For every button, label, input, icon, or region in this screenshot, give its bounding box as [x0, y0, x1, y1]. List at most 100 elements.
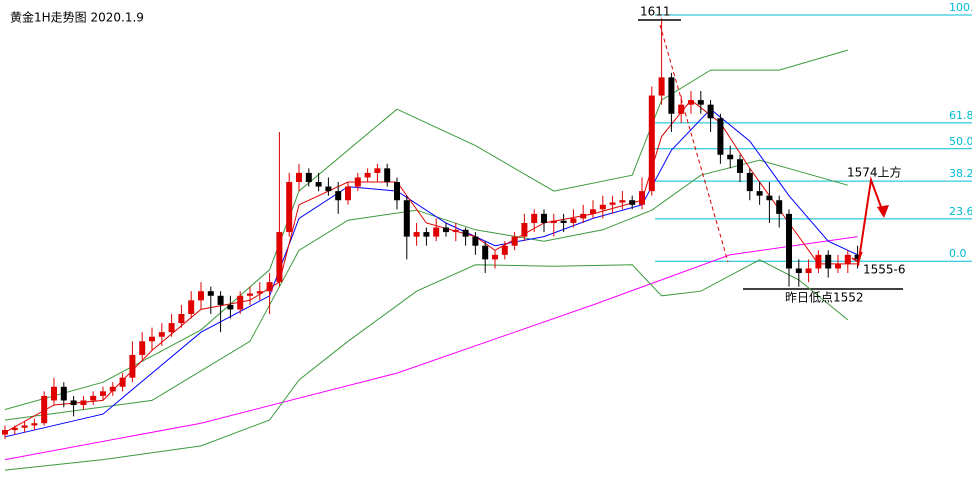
candle-body	[403, 200, 410, 237]
candle-body	[668, 77, 675, 114]
candle-body	[21, 425, 28, 428]
candle-body	[60, 386, 67, 401]
candle-body	[217, 295, 224, 305]
candle-body	[433, 227, 440, 237]
candle-body	[168, 323, 175, 333]
candle-body	[276, 232, 283, 283]
candle-body	[550, 220, 557, 223]
candle-body	[100, 391, 106, 396]
candle-body	[609, 202, 616, 205]
candle-body	[286, 182, 293, 233]
candle-body	[825, 254, 832, 269]
candle-body	[296, 172, 302, 183]
candle-body	[394, 182, 400, 201]
candle-body	[325, 186, 332, 192]
candle-body	[717, 118, 724, 155]
candle-body	[590, 209, 596, 214]
candle-body	[639, 191, 645, 205]
candle-body	[501, 245, 508, 255]
candle-body	[756, 191, 763, 196]
candle-body	[256, 291, 263, 294]
candle-body	[139, 341, 146, 355]
candle-body	[727, 154, 734, 160]
candle-body	[737, 159, 743, 173]
fibonacci-group: 100.0 61.8 50.0 38.2 23.6 0.0	[655, 1, 972, 290]
candle-body	[149, 336, 155, 342]
candle-body	[629, 200, 636, 205]
candle-body	[384, 168, 391, 183]
candle-body	[678, 104, 685, 114]
candle-body	[658, 77, 665, 96]
candle-body	[805, 268, 812, 274]
candle-body	[374, 168, 381, 173]
candle-body	[746, 172, 753, 192]
candle-body	[305, 172, 312, 183]
candle-body	[207, 291, 214, 296]
candle-body	[158, 332, 165, 337]
candle-body	[854, 254, 861, 260]
candle-body	[844, 254, 851, 264]
candle-body	[90, 395, 97, 401]
candle-body	[815, 254, 822, 269]
annotation: 1555-6	[863, 263, 906, 277]
candle-body	[462, 229, 469, 237]
candle-body	[51, 386, 57, 401]
indicator-line	[4, 236, 858, 461]
forecast-arrow	[857, 176, 885, 267]
candle-body	[198, 291, 204, 301]
candle-body	[335, 191, 342, 201]
candle-body	[766, 195, 773, 201]
chart-title: 黄金1H走势图 2020.1.9	[10, 10, 144, 25]
candle-body	[364, 172, 371, 178]
arrow-head	[877, 205, 889, 218]
fib-label: 23.6	[949, 205, 972, 218]
candle-body	[619, 200, 626, 203]
candle-body	[31, 423, 38, 426]
candle-body	[266, 282, 273, 292]
candle-body	[247, 293, 253, 296]
candle-body	[41, 395, 48, 424]
candle-body	[345, 186, 351, 201]
candle-body	[109, 386, 116, 392]
annotation: 1611	[640, 5, 671, 19]
fib-label: 50.0	[949, 135, 972, 148]
candle-body	[227, 304, 234, 310]
trend-dash	[659, 24, 729, 263]
candle-body	[580, 213, 587, 219]
candle-body	[492, 254, 498, 260]
candle-body	[237, 295, 244, 310]
candle-body	[795, 268, 802, 274]
candle-body	[354, 177, 361, 187]
indicator-line	[4, 259, 849, 471]
candle-body	[521, 222, 528, 237]
indicator-lines	[4, 49, 858, 471]
candle-body	[648, 95, 655, 192]
candle-body	[707, 104, 714, 119]
candle-body	[188, 300, 195, 314]
candle-body	[413, 232, 420, 237]
candle-body	[315, 182, 322, 187]
candle-body	[2, 430, 8, 435]
fib-label: 0.0	[949, 247, 967, 260]
candle-body	[688, 100, 694, 105]
candle-body	[835, 263, 841, 269]
candle-body	[541, 213, 547, 223]
candle-body	[129, 354, 136, 378]
annotation: 1574上方	[847, 165, 902, 180]
candle-body	[482, 245, 489, 260]
indicator-line	[4, 108, 858, 438]
candle-body	[531, 213, 538, 223]
candle-body	[80, 400, 87, 405]
indicator-line	[4, 159, 848, 421]
candle-body	[570, 218, 577, 223]
candle-body	[786, 213, 792, 269]
candle-body	[776, 200, 783, 214]
candle-body	[119, 377, 126, 387]
annotation: 昨日低点1552	[785, 291, 864, 305]
candle-body	[697, 100, 704, 105]
candle-body	[452, 229, 459, 233]
candle-body	[599, 204, 606, 210]
candle-body	[423, 232, 430, 237]
fib-label: 61.8	[949, 109, 972, 122]
